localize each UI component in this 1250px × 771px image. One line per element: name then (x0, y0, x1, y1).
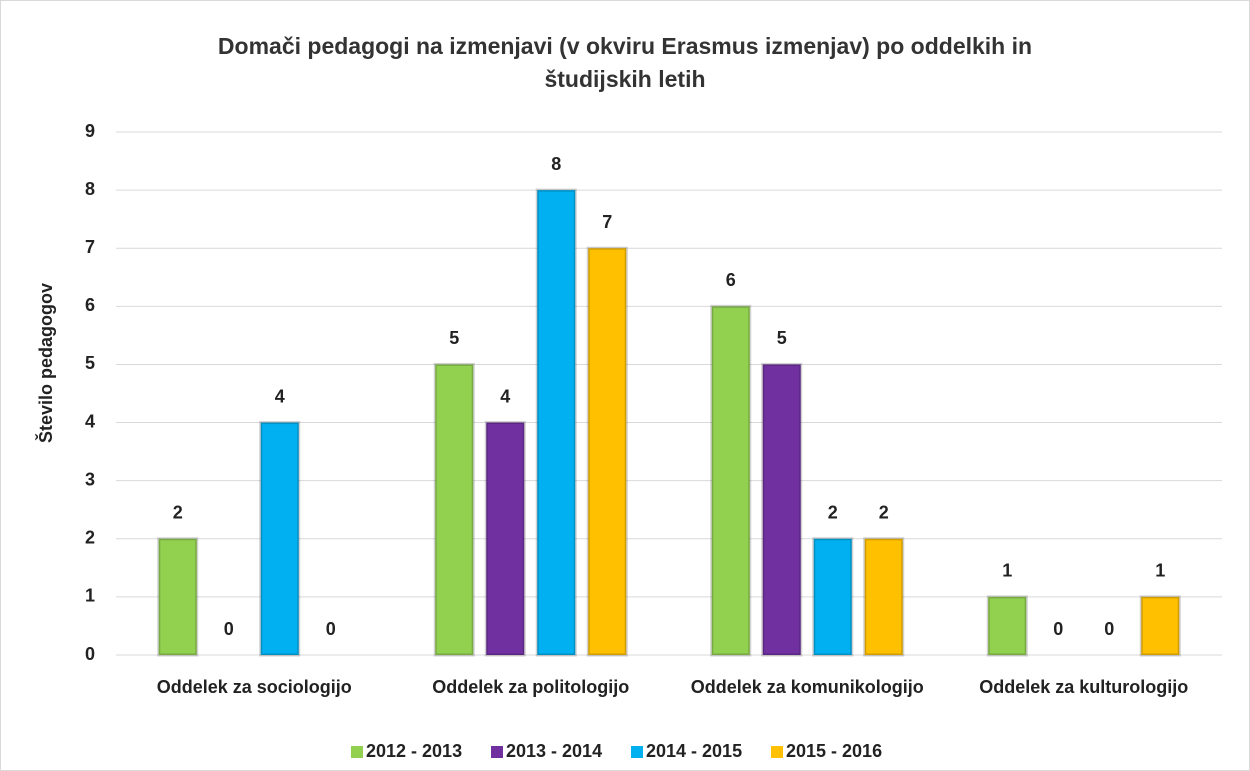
data-label: 5 (449, 328, 459, 348)
data-label: 2 (879, 503, 889, 523)
bar (762, 364, 801, 655)
y-tick-label: 6 (85, 295, 95, 315)
legend-swatch (351, 746, 363, 758)
bar-shade (986, 595, 1028, 657)
legend-label: 2013 - 2014 (506, 741, 602, 761)
legend-swatch (771, 746, 783, 758)
bar (813, 538, 852, 655)
bar-shade (1139, 595, 1181, 657)
legend-label: 2015 - 2016 (786, 741, 882, 761)
bar (435, 364, 474, 655)
bar-shade (812, 537, 854, 657)
data-label: 1 (1002, 561, 1012, 581)
bar (588, 248, 627, 655)
x-tick-label: Oddelek za sociologijo (157, 677, 352, 697)
bar (537, 190, 576, 655)
bar (988, 596, 1027, 655)
y-tick-label: 0 (85, 644, 95, 664)
data-label: 2 (828, 503, 838, 523)
y-axis-label: Število pedagogov (35, 283, 56, 443)
bar-shade (484, 421, 526, 657)
x-tick-label: Oddelek za komunikologijo (691, 677, 924, 697)
bar (158, 538, 197, 655)
y-tick-label: 9 (85, 121, 95, 141)
bar-shade (535, 188, 577, 657)
data-label: 0 (224, 619, 234, 639)
bar (486, 422, 525, 655)
data-label: 2 (173, 503, 183, 523)
legend-label: 2012 - 2013 (366, 741, 462, 761)
data-label: 0 (1053, 619, 1063, 639)
bar-shade (259, 421, 301, 657)
chart-title: Domači pedagogi na izmenjavi (v okviru E… (217, 33, 1033, 92)
legend-swatch (631, 746, 643, 758)
data-label: 4 (275, 386, 285, 406)
data-label: 7 (602, 212, 612, 232)
y-tick-label: 8 (85, 179, 95, 199)
y-tick-label: 7 (85, 237, 95, 257)
data-label: 0 (326, 619, 336, 639)
y-tick-label: 1 (85, 586, 95, 606)
bar-shade (157, 537, 199, 657)
bar (864, 538, 903, 655)
y-tick-label: 5 (85, 353, 95, 373)
legend-swatch (491, 746, 503, 758)
data-label: 5 (777, 328, 787, 348)
x-tick-label: Oddelek za politologijo (432, 677, 629, 697)
bar (711, 306, 750, 655)
bar-shade (586, 246, 628, 657)
bar-shade (710, 304, 752, 657)
data-label: 4 (500, 386, 510, 406)
y-tick-label: 2 (85, 528, 95, 548)
bar (1141, 596, 1180, 655)
data-label: 0 (1104, 619, 1114, 639)
y-tick-label: 3 (85, 469, 95, 489)
bar-shade (761, 362, 803, 657)
data-label: 6 (726, 270, 736, 290)
x-tick-label: Oddelek za kulturologijo (979, 677, 1188, 697)
data-label: 1 (1155, 561, 1165, 581)
bar-shade (433, 362, 475, 657)
legend-label: 2014 - 2015 (646, 741, 742, 761)
y-tick-label: 4 (85, 411, 95, 431)
bar (260, 422, 299, 655)
bar-shade (863, 537, 905, 657)
data-label: 8 (551, 154, 561, 174)
